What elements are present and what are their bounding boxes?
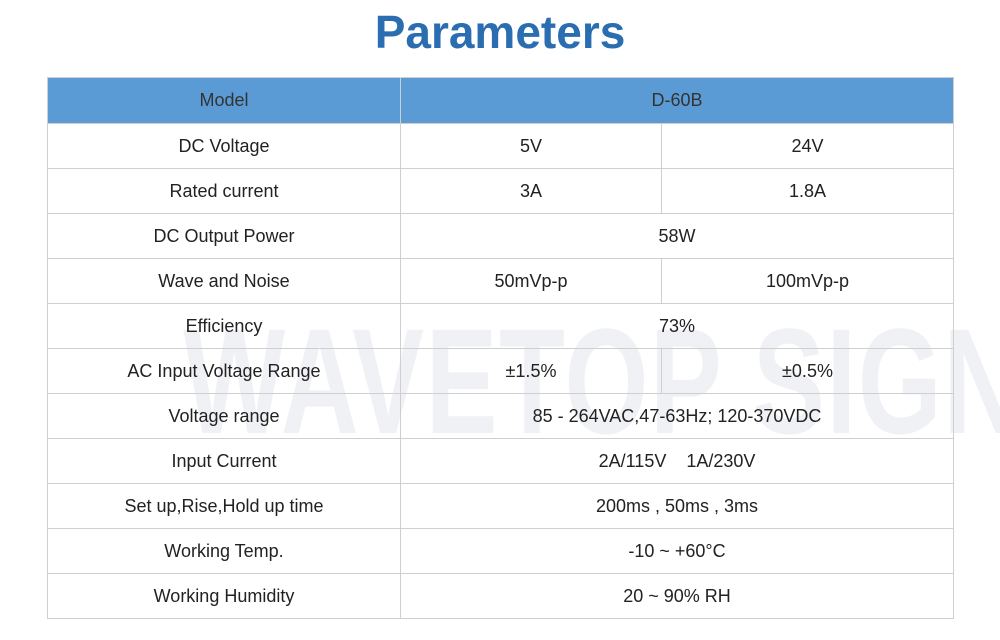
cell-value: ±1.5% xyxy=(400,348,662,394)
cell-value: 85 - 264VAC,47-63Hz; 120-370VDC xyxy=(400,393,954,439)
row-label: Set up,Rise,Hold up time xyxy=(47,483,401,529)
row-label: AC Input Voltage Range xyxy=(47,348,401,394)
row-label: Working Temp. xyxy=(47,528,401,574)
cell-value: 200ms , 50ms , 3ms xyxy=(400,483,954,529)
cell-value: 5V xyxy=(400,123,662,169)
cell-value: 1.8A xyxy=(661,168,954,214)
title: Parameters xyxy=(374,6,626,58)
cell-value: D-60B xyxy=(400,77,954,124)
table-row: Working Temp. -10 ~ +60°C xyxy=(47,528,954,574)
table-row: Working Humidity 20 ~ 90% RH xyxy=(47,573,954,619)
cell-value: 3A xyxy=(400,168,662,214)
table-row: AC Input Voltage Range ±1.5% ±0.5% xyxy=(47,348,954,394)
parameters-table: Model D-60B DC Voltage 5V 24V Rated current 3A… xyxy=(47,77,954,619)
header-row: Model D-60B xyxy=(47,77,954,124)
cell-value: 73% xyxy=(400,303,954,349)
row-label: DC Output Power xyxy=(47,213,401,259)
table-row: Rated current 3A 1.8A xyxy=(47,168,954,214)
cell-value: 100mVp-p xyxy=(661,258,954,304)
table-row: DC Output Power 58W xyxy=(47,213,954,259)
table-row: DC Voltage 5V 24V xyxy=(47,123,954,169)
cell-value: 2A/115V 1A/230V xyxy=(400,438,954,484)
cell-value: 24V xyxy=(661,123,954,169)
table-row: Wave and Noise 50mVp-p 100mVp-p xyxy=(47,258,954,304)
cell-value: 58W xyxy=(400,213,954,259)
table-row: Input Current 2A/115V 1A/230V xyxy=(47,438,954,484)
table-row: Set up,Rise,Hold up time 200ms , 50ms , 3… xyxy=(47,483,954,529)
cell-value: -10 ~ +60°C xyxy=(400,528,954,574)
cell-value: 50mVp-p xyxy=(400,258,662,304)
table-row: Efficiency 73% xyxy=(47,303,954,349)
row-label: Working Humidity xyxy=(47,573,401,619)
row-label: Wave and Noise xyxy=(47,258,401,304)
table-row: Voltage range 85 - 264VAC,47-63Hz; 120-37… xyxy=(47,393,954,439)
cell-value: 20 ~ 90% RH xyxy=(400,573,954,619)
cell-value: ±0.5% xyxy=(661,348,954,394)
row-label: Efficiency xyxy=(47,303,401,349)
row-label: Voltage range xyxy=(47,393,401,439)
row-label: DC Voltage xyxy=(47,123,401,169)
row-label: Rated current xyxy=(47,168,401,214)
row-label: Input Current xyxy=(47,438,401,484)
row-label: Model xyxy=(47,77,401,124)
